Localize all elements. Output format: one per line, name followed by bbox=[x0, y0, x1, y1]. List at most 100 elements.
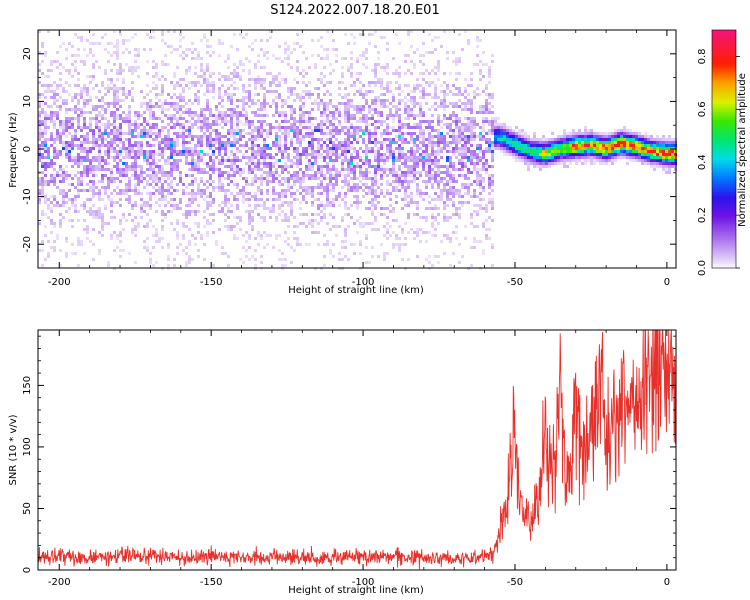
spectrogram-cell bbox=[179, 174, 182, 177]
spectrogram-cell bbox=[167, 93, 170, 96]
spectrogram-cell bbox=[212, 153, 215, 156]
spectrogram-cell bbox=[185, 48, 188, 51]
spectrogram-cell bbox=[146, 93, 149, 96]
spectrogram-cell bbox=[263, 51, 266, 54]
spectrogram-cell bbox=[464, 138, 467, 141]
spectrogram-cell bbox=[134, 123, 137, 126]
spectrogram-cell bbox=[530, 156, 533, 159]
spectrogram-cell bbox=[167, 255, 170, 258]
spectrogram-cell bbox=[260, 126, 263, 129]
spectrogram-cell bbox=[77, 210, 80, 213]
spectrogram-cell bbox=[314, 186, 317, 189]
spectrogram-cell bbox=[272, 186, 275, 189]
spectrogram-cell bbox=[404, 108, 407, 111]
spectrogram-cell bbox=[365, 144, 368, 147]
spectrogram-cell bbox=[137, 111, 140, 114]
spectrogram-cell bbox=[44, 51, 47, 54]
spectrogram-cell bbox=[332, 255, 335, 258]
spectrogram-cell bbox=[269, 84, 272, 87]
spectrogram-cell bbox=[200, 168, 203, 171]
spectrogram-cell bbox=[173, 228, 176, 231]
spectrogram-cell bbox=[365, 162, 368, 165]
spectrogram-cell bbox=[101, 180, 104, 183]
spectrogram-cell bbox=[128, 189, 131, 192]
spectrogram-cell bbox=[65, 141, 68, 144]
spectrogram-cell bbox=[206, 129, 209, 132]
spectrogram-cell bbox=[356, 105, 359, 108]
spectrogram-cell bbox=[290, 138, 293, 141]
spectrogram-cell bbox=[140, 129, 143, 132]
spectrogram-cell bbox=[314, 156, 317, 159]
spectrogram-cell bbox=[302, 126, 305, 129]
spectrogram-cell bbox=[182, 150, 185, 153]
spectrogram-cell bbox=[440, 84, 443, 87]
spectrogram-cell bbox=[74, 195, 77, 198]
spectrogram-cell bbox=[233, 168, 236, 171]
spectrogram-cell bbox=[143, 126, 146, 129]
spectrogram-cell bbox=[446, 93, 449, 96]
spectrogram-cell bbox=[491, 198, 494, 201]
spectrogram-cell bbox=[287, 126, 290, 129]
spectrogram-cell bbox=[419, 153, 422, 156]
spectrogram-cell bbox=[557, 135, 560, 138]
spectrogram-cell bbox=[158, 99, 161, 102]
spectrogram-cell bbox=[293, 192, 296, 195]
spectrogram-cell bbox=[224, 189, 227, 192]
spectrogram-cell bbox=[335, 183, 338, 186]
spectrogram-cell bbox=[302, 69, 305, 72]
spectrogram-cell bbox=[260, 192, 263, 195]
spectrogram-cell bbox=[293, 135, 296, 138]
spectrogram-cell bbox=[377, 51, 380, 54]
spectrogram-cell bbox=[290, 90, 293, 93]
spectrogram-cell bbox=[386, 168, 389, 171]
spectrogram-cell bbox=[419, 54, 422, 57]
spectrogram-cell bbox=[416, 186, 419, 189]
spectrogram-cell bbox=[194, 66, 197, 69]
spectrogram-cell bbox=[446, 183, 449, 186]
spectrogram-cell bbox=[389, 171, 392, 174]
spectrogram-cell bbox=[104, 153, 107, 156]
spectrogram-cell bbox=[458, 138, 461, 141]
spectrogram-cell bbox=[323, 114, 326, 117]
spectrogram-cell bbox=[257, 60, 260, 63]
spectrogram-cell bbox=[188, 147, 191, 150]
spectrogram-cell bbox=[197, 192, 200, 195]
spectrogram-cell bbox=[431, 105, 434, 108]
spectrogram-cell bbox=[341, 180, 344, 183]
spectrogram-cell bbox=[479, 147, 482, 150]
spectrogram-cell bbox=[293, 93, 296, 96]
spectrogram-cell bbox=[95, 159, 98, 162]
spectrogram-cell bbox=[317, 87, 320, 90]
spectrogram-cell bbox=[299, 213, 302, 216]
spectrogram-cell bbox=[47, 165, 50, 168]
spectrogram-cell bbox=[326, 138, 329, 141]
spectrogram-cell bbox=[359, 81, 362, 84]
spectrogram-cell bbox=[371, 81, 374, 84]
spectrogram-cell bbox=[350, 204, 353, 207]
spectrogram-cell bbox=[47, 147, 50, 150]
spectrogram-cell bbox=[233, 171, 236, 174]
spectrogram-cell bbox=[176, 132, 179, 135]
spectrogram-cell bbox=[527, 138, 530, 141]
spectrogram-cell bbox=[287, 96, 290, 99]
spectrogram-cell bbox=[392, 219, 395, 222]
spectrogram-cell bbox=[65, 147, 68, 150]
spectrogram-cell bbox=[275, 234, 278, 237]
spectrogram-cell bbox=[332, 39, 335, 42]
spectrogram-cell bbox=[338, 153, 341, 156]
spectrogram-cell bbox=[464, 135, 467, 138]
spectrogram-cell bbox=[260, 180, 263, 183]
spectrogram-cell bbox=[251, 177, 254, 180]
spectrogram-cell bbox=[104, 186, 107, 189]
spectrogram-cell bbox=[314, 219, 317, 222]
spectrogram-cell bbox=[206, 63, 209, 66]
spectrogram-cell bbox=[476, 180, 479, 183]
spectrogram-cell bbox=[167, 123, 170, 126]
spectrogram-cell bbox=[221, 84, 224, 87]
spectrogram-cell bbox=[203, 78, 206, 81]
spectrogram-cell bbox=[191, 198, 194, 201]
spectrogram-cell bbox=[161, 150, 164, 153]
spectrogram-cell bbox=[359, 222, 362, 225]
spectrogram-cell bbox=[68, 132, 71, 135]
spectrogram-cell bbox=[299, 99, 302, 102]
